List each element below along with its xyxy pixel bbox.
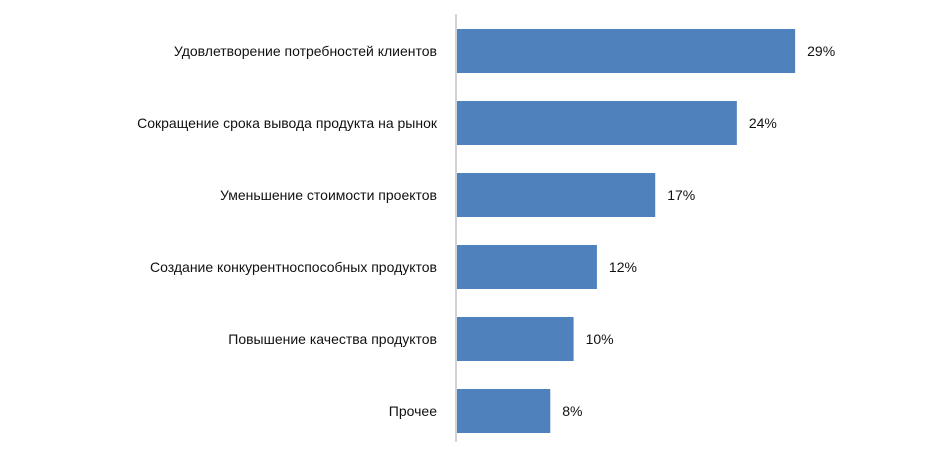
bars-group [457,29,796,433]
bar-5 [457,317,574,361]
category-label-3: Уменьшение стоимости проектов [220,187,437,203]
value-labels-group: 29% 24% 17% 12% 10% 8% [562,43,835,419]
bar-6 [457,389,551,433]
value-label-6: 8% [562,403,582,419]
category-label-1: Удовлетворение потребностей клиентов [174,43,437,59]
bar-3 [457,173,656,217]
category-label-6: Прочее [389,403,437,419]
value-label-3: 17% [667,187,695,203]
category-label-4: Создание конкурентноспособных продуктов [150,259,437,275]
value-label-2: 24% [749,115,777,131]
category-label-2: Сокращение срока вывода продукта на рыно… [137,115,438,131]
category-label-5: Повышение качества продуктов [228,331,437,347]
bar-2 [457,101,737,145]
value-label-1: 29% [807,43,835,59]
bar-1 [457,29,796,73]
bar-4 [457,245,597,289]
value-label-5: 10% [586,331,614,347]
value-label-4: 12% [609,259,637,275]
category-labels-group: Удовлетворение потребностей клиентов Сокр… [137,43,438,419]
